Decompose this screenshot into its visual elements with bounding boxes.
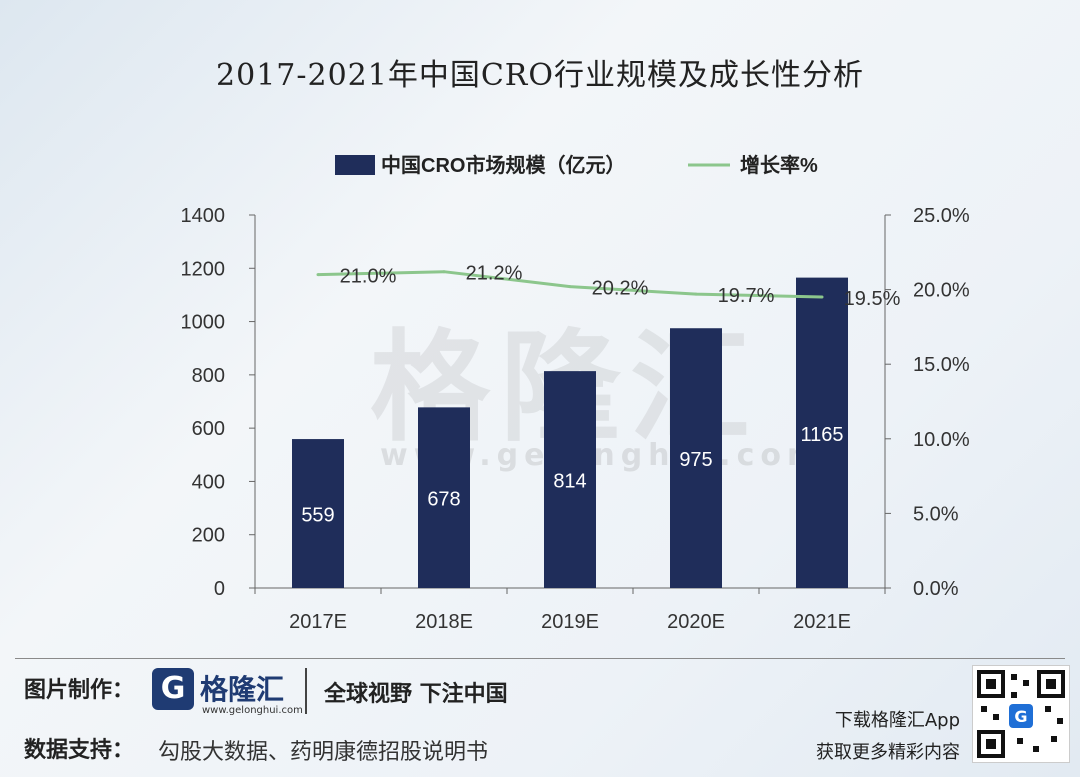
y-left-tick-label: 1000 <box>181 312 226 334</box>
line-point <box>442 270 446 274</box>
legend-line-label: 增长率% <box>740 153 818 177</box>
app-promo-text: 获取更多精彩内容 <box>816 742 960 763</box>
bar <box>544 371 596 588</box>
chart-title: 2017-2021年中国CRO行业规模及成长性分析 <box>216 58 864 93</box>
footer-divider-line <box>15 658 1065 659</box>
line-point <box>694 292 698 296</box>
logo-icon: G <box>152 668 194 710</box>
qr-code-icon[interactable]: G <box>972 665 1070 763</box>
y-left-tick-label: 400 <box>192 471 225 493</box>
bar <box>796 277 848 588</box>
y-right-tick-label: 5.0% <box>913 503 959 525</box>
x-tick-label: 2017E <box>289 611 347 633</box>
y-right-tick-label: 20.0% <box>913 280 970 302</box>
y-right-tick-label: 0.0% <box>913 578 959 600</box>
legend-bar-swatch <box>335 155 375 175</box>
line-data-label: 21.2% <box>466 263 523 285</box>
y-right-tick-label: 10.0% <box>913 429 970 451</box>
svg-text:G: G <box>1014 707 1027 726</box>
bar <box>418 407 470 588</box>
y-right-tick-label: 25.0% <box>913 205 970 227</box>
y-left-tick-label: 1200 <box>181 258 226 280</box>
line-data-label: 19.7% <box>718 285 775 307</box>
logo-text: 格隆汇 <box>200 673 285 706</box>
x-tick-label: 2018E <box>415 611 473 633</box>
line-point <box>316 273 320 277</box>
footer-vertical-divider <box>305 668 307 714</box>
slogan: 全球视野 下注中国 <box>324 682 508 707</box>
line-data-label: 20.2% <box>592 278 649 300</box>
x-tick-label: 2019E <box>541 611 599 633</box>
y-left-tick-label: 200 <box>192 525 225 547</box>
legend-bar-label: 中国CRO市场规模（亿元） <box>381 153 625 177</box>
bar <box>292 439 344 588</box>
bar <box>670 328 722 588</box>
y-left-tick-label: 800 <box>192 365 225 387</box>
credit-label: 图片制作： <box>24 678 135 703</box>
source-text: 勾股大数据、药明康德招股说明书 <box>158 740 489 765</box>
y-left-tick-label: 0 <box>214 578 225 600</box>
x-tick-label: 2021E <box>793 611 851 633</box>
source-label: 数据支持： <box>24 738 135 763</box>
bar-data-label: 559 <box>301 505 334 527</box>
chart: 0 200 400 600 800 1000 1200 1400 0.0% 5.0% 10.0% 15… <box>181 153 970 633</box>
line-data-label: 21.0% <box>340 266 397 288</box>
line-point <box>568 285 572 289</box>
bar-data-label: 1165 <box>800 424 843 446</box>
bar-data-label: 814 <box>553 471 586 493</box>
line-data-label: 19.5% <box>844 288 901 310</box>
logo-url: www.gelonghui.com <box>202 705 303 716</box>
bar-data-label: 975 <box>679 449 712 471</box>
y-left-tick-label: 1400 <box>181 205 226 227</box>
x-tick-label: 2020E <box>667 611 725 633</box>
y-right-tick-label: 15.0% <box>913 354 970 376</box>
line-point <box>820 295 824 299</box>
app-download-text: 下载格隆汇App <box>834 710 960 731</box>
y-left-tick-label: 600 <box>192 418 225 440</box>
bar-data-label: 678 <box>427 489 460 511</box>
